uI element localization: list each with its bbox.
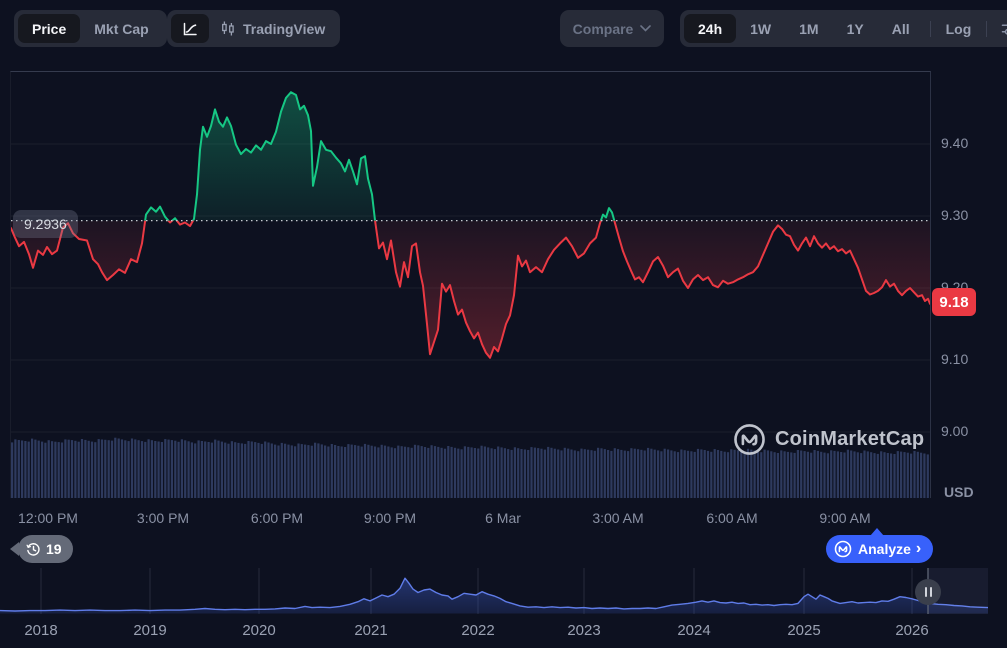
chart-settings-button[interactable] [993, 14, 1007, 43]
y-tick-label: 9.30 [941, 207, 969, 223]
x-tick-label: 9:00 AM [819, 510, 871, 526]
x-tick-label: 3:00 PM [136, 510, 190, 526]
year-label: 2020 [242, 622, 276, 639]
tradingview-label: TradingView [243, 20, 326, 37]
x-tick-label: 9:00 PM [363, 510, 417, 526]
range-24h[interactable]: 24h [684, 14, 737, 43]
compare-button[interactable]: Compare [560, 10, 664, 47]
mktcap-tab[interactable]: Mkt Cap [94, 20, 149, 37]
year-label: 2025 [787, 622, 821, 639]
price-tab[interactable]: Price [18, 14, 81, 43]
coinmarketcap-watermark: CoinMarketCap [733, 423, 924, 456]
price-line-chart [11, 91, 930, 498]
range-1w[interactable]: 1W [750, 20, 772, 37]
chart-type-toggle: TradingView [167, 10, 341, 47]
time-range-group: 24h 1W 1M 1Y All Log [680, 10, 1007, 47]
range-buttons: 24h 1W 1M 1Y All [684, 14, 924, 43]
price-mktcap-toggle: Price Mkt Cap [14, 10, 167, 47]
analyze-button[interactable]: Analyze › [826, 528, 934, 563]
history-count: 19 [46, 541, 62, 557]
brush-handle[interactable] [915, 579, 941, 605]
year-label: 2026 [895, 622, 929, 639]
year-label: 2018 [24, 622, 58, 639]
range-1y[interactable]: 1Y [846, 20, 864, 37]
year-label: 2023 [567, 622, 601, 639]
candlestick-icon [220, 20, 236, 37]
minimap-area-chart [0, 568, 989, 614]
divider [986, 20, 988, 37]
chevron-down-icon [640, 25, 652, 32]
history-clock-icon [26, 542, 41, 557]
x-tick-label: 6 Mar [485, 510, 521, 526]
open-price-label: 9.2936 [13, 210, 78, 238]
compare-label: Compare [572, 20, 634, 37]
tradingview-tab[interactable]: TradingView [209, 14, 336, 43]
year-label: 2019 [133, 622, 167, 639]
history-count-badge[interactable]: 19 [18, 535, 73, 563]
divider [929, 20, 931, 37]
timeline-minimap[interactable] [0, 568, 989, 614]
year-label: 2024 [677, 622, 711, 639]
main-chart-plot[interactable]: 9.2936 [10, 71, 931, 498]
line-chart-icon [182, 21, 198, 37]
y-tick-label: 9.40 [941, 135, 969, 151]
y-tick-label: 9.10 [941, 351, 969, 367]
minimap-year-axis: 2018 2019 2020 2021 2022 2023 2024 2025 2026 [0, 622, 1007, 642]
last-price-badge: 9.18 [932, 288, 976, 316]
year-label: 2022 [461, 622, 495, 639]
analyze-label: Analyze [858, 541, 911, 557]
coinmarketcap-logo-icon [733, 423, 766, 456]
y-axis-unit: USD [944, 484, 974, 500]
watermark-text: CoinMarketCap [775, 428, 925, 450]
chevron-right-icon: › [915, 540, 922, 557]
sliders-icon [1001, 21, 1007, 36]
line-chart-tab[interactable] [171, 14, 209, 43]
range-1m[interactable]: 1M [799, 20, 819, 37]
log-scale-button[interactable]: Log [945, 20, 972, 37]
x-tick-label: 12:00 PM [18, 510, 78, 526]
x-tick-label: 6:00 PM [250, 510, 304, 526]
x-tick-label: 3:00 AM [592, 510, 644, 526]
y-tick-label: 9.00 [941, 423, 969, 439]
x-axis: 12:00 PM 3:00 PM 6:00 PM 9:00 PM 6 Mar 3:00 A… [0, 510, 1007, 530]
y-axis: 9.40 9.30 9.20 9.10 9.00 [941, 0, 1001, 648]
x-tick-label: 6:00 AM [706, 510, 758, 526]
year-label: 2021 [354, 622, 388, 639]
range-all[interactable]: All [891, 20, 910, 37]
coinmarketcap-logo-icon [834, 540, 852, 558]
